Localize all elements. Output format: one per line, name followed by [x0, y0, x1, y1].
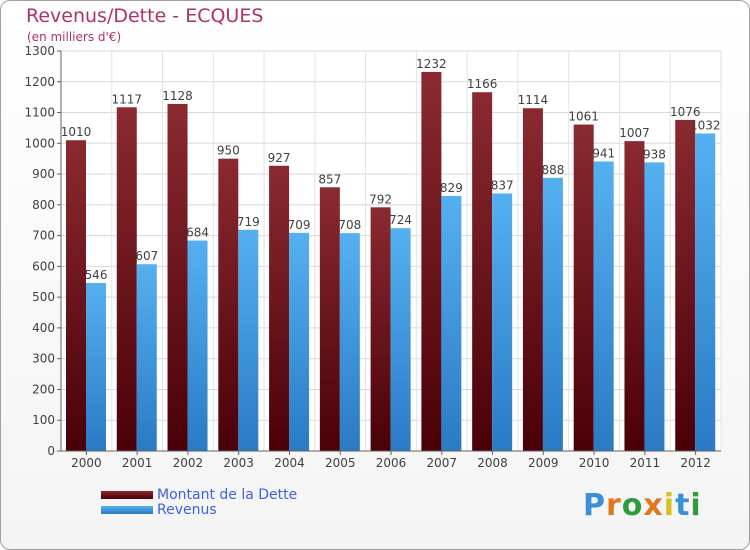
y-tick-label: 700: [32, 229, 55, 243]
legend-label-dette: Montant de la Dette: [157, 486, 298, 503]
y-tick-label: 800: [32, 198, 55, 212]
data-label-dette: 1076: [670, 105, 701, 119]
data-label-revenus: 607: [135, 249, 158, 263]
bar-revenus: [390, 228, 411, 451]
data-label-dette: 950: [217, 144, 240, 158]
bar-dette: [522, 108, 543, 451]
y-tick-label: 1300: [24, 44, 55, 58]
legend-label-revenus: Revenus: [157, 501, 217, 518]
data-label-dette: 1007: [619, 126, 650, 140]
x-tick-label: 2000: [71, 456, 102, 470]
x-tick-label: 2012: [680, 456, 711, 470]
bar-revenus: [492, 193, 513, 451]
x-tick-label: 2007: [426, 456, 457, 470]
legend-item-revenus: Revenus: [101, 501, 297, 518]
bar-revenus: [187, 240, 208, 451]
x-tick-label: 2008: [477, 456, 508, 470]
bar-dette: [624, 141, 645, 451]
bar-dette: [167, 103, 188, 451]
data-label-revenus: 888: [541, 163, 564, 177]
bar-dette: [116, 107, 137, 452]
bar-dette: [421, 71, 442, 451]
data-label-dette: 927: [268, 151, 291, 165]
data-label-revenus: 938: [643, 147, 666, 161]
data-label-dette: 1114: [518, 93, 549, 107]
bar-revenus: [238, 229, 259, 451]
bar-dette: [66, 140, 86, 451]
data-label-dette: 1232: [416, 57, 447, 71]
x-tick-label: 2011: [630, 456, 661, 470]
y-tick-label: 100: [32, 413, 55, 427]
bar-revenus: [542, 177, 563, 451]
data-label-dette: 1166: [467, 77, 498, 91]
y-tick-label: 1100: [24, 106, 55, 120]
data-label-revenus: 829: [440, 181, 463, 195]
bar-revenus: [86, 283, 106, 451]
bar-dette: [370, 207, 391, 451]
x-tick-label: 2006: [376, 456, 407, 470]
data-label-revenus: 724: [389, 213, 412, 227]
bar-dette: [269, 165, 290, 451]
data-label-dette: 1010: [61, 125, 92, 139]
y-tick-label: 400: [32, 321, 55, 335]
x-tick-label: 2005: [325, 456, 356, 470]
data-label-dette: 1128: [162, 89, 193, 103]
x-tick-label: 2001: [122, 456, 153, 470]
data-label-revenus: 546: [85, 268, 108, 282]
y-tick-label: 600: [32, 259, 55, 273]
bar-revenus: [289, 232, 310, 451]
bar-dette: [675, 119, 696, 451]
y-tick-label: 0: [47, 444, 55, 458]
chart-title: Revenus/Dette - ECQUES: [26, 5, 264, 27]
legend-swatch-dette: [101, 490, 153, 499]
y-tick-label: 300: [32, 352, 55, 366]
x-tick-label: 2004: [274, 456, 305, 470]
chart-subtitle: (en milliers d'€): [27, 30, 122, 44]
bar-dette: [573, 124, 594, 452]
y-tick-label: 1200: [24, 75, 55, 89]
data-label-revenus: 709: [288, 218, 311, 232]
bar-revenus: [644, 162, 665, 451]
legend-swatch-revenus: [101, 505, 153, 514]
proxiti-logo: Proxiti: [583, 488, 702, 523]
x-tick-label: 2003: [223, 456, 254, 470]
data-label-dette: 792: [369, 192, 392, 206]
bar-revenus: [136, 264, 157, 451]
x-tick-label: 2002: [173, 456, 204, 470]
bar-revenus: [441, 195, 462, 451]
data-label-revenus: 837: [491, 178, 514, 192]
legend-item-dette: Montant de la Dette: [101, 486, 298, 503]
x-tick-label: 2009: [528, 456, 559, 470]
legend: Montant de la Dette Revenus: [101, 486, 298, 518]
data-label-revenus: 708: [338, 218, 361, 232]
bar-dette: [218, 158, 239, 451]
bar-revenus: [695, 133, 716, 451]
bar-revenus: [339, 233, 360, 451]
y-tick-label: 200: [32, 382, 55, 396]
y-tick-label: 900: [32, 167, 55, 181]
x-tick-label: 2010: [579, 456, 610, 470]
data-label-revenus: 684: [186, 226, 209, 240]
data-label-dette: 1061: [568, 110, 599, 124]
bar-revenus: [593, 161, 614, 451]
bar-dette: [472, 92, 493, 451]
y-tick-label: 1000: [24, 136, 55, 150]
data-label-dette: 857: [318, 172, 341, 186]
data-label-dette: 1117: [111, 92, 142, 106]
data-label-revenus: 941: [592, 146, 615, 160]
data-label-revenus: 1032: [690, 118, 721, 132]
bar-dette: [319, 187, 340, 452]
y-tick-label: 500: [32, 290, 55, 304]
data-label-revenus: 719: [237, 215, 260, 229]
